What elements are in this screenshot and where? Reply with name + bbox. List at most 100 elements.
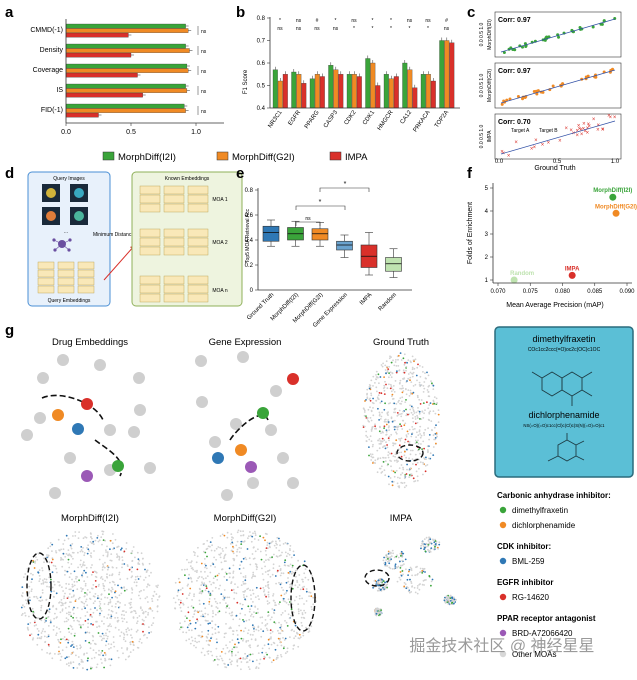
umap-point <box>365 430 368 433</box>
umap-point <box>70 662 72 665</box>
cell-nucleus <box>46 211 56 221</box>
umap-point <box>123 550 126 553</box>
umap-point <box>423 548 425 551</box>
umap-point <box>70 547 73 550</box>
umap-point <box>93 570 96 573</box>
umap-point <box>67 596 70 599</box>
umap-point <box>401 570 404 572</box>
umap-point <box>91 564 93 566</box>
umap-point <box>47 556 50 558</box>
umap-point <box>252 592 255 595</box>
data-point: × <box>613 115 617 121</box>
umap-point <box>232 564 235 567</box>
umap-point <box>240 629 243 632</box>
umap-point <box>282 647 285 650</box>
y-tick-label: 0 <box>250 288 254 294</box>
umap-point <box>47 634 50 636</box>
umap-point <box>129 603 132 606</box>
umap-point <box>177 577 180 580</box>
umap-point <box>291 584 294 587</box>
umap-point <box>51 571 54 574</box>
panel-b-y-label: F1 Score <box>243 69 249 94</box>
umap-point <box>449 594 452 597</box>
umap-point <box>187 583 190 586</box>
umap-point <box>218 631 220 634</box>
umap-point <box>131 592 134 594</box>
umap-point <box>265 627 268 630</box>
umap-point <box>385 584 387 586</box>
umap-point <box>192 616 194 618</box>
umap-point <box>242 530 245 533</box>
umap-point <box>414 418 417 420</box>
subplot-y-label: MorphDiff(I2I) <box>487 19 493 50</box>
umap-point <box>233 591 236 594</box>
query-images-label: Query Images <box>53 176 85 182</box>
umap-point <box>302 588 305 591</box>
category-label: Random <box>378 292 398 312</box>
subplot-y-ticks: 0.0 0.5 1.0 <box>479 124 485 148</box>
subplot-y-label: IMPA <box>487 130 493 143</box>
umap-point <box>207 653 210 655</box>
umap-point <box>147 613 149 616</box>
umap-point <box>390 376 393 379</box>
umap-point <box>249 615 252 617</box>
umap-point <box>425 542 428 545</box>
umap-point <box>303 572 306 575</box>
umap-point <box>142 630 144 633</box>
umap-point <box>384 581 386 584</box>
umap-point <box>82 588 84 590</box>
umap-point <box>24 614 27 617</box>
umap-point <box>213 598 216 600</box>
umap-point <box>186 597 188 600</box>
umap-point <box>72 609 74 611</box>
umap-point <box>242 576 245 578</box>
umap-point <box>400 387 403 390</box>
umap-point <box>228 576 231 579</box>
data-point: × <box>533 145 537 151</box>
umap-point <box>200 610 203 612</box>
umap-point <box>403 353 406 356</box>
umap-point <box>407 586 409 589</box>
umap-point <box>230 538 233 541</box>
umap-point <box>71 628 74 630</box>
umap-point <box>285 621 288 624</box>
umap-point <box>76 580 78 583</box>
umap-point <box>90 566 92 569</box>
umap-point <box>97 594 99 597</box>
box-Random <box>385 257 402 272</box>
umap-point <box>372 414 375 417</box>
umap-point <box>55 550 57 552</box>
umap-point <box>279 583 282 586</box>
umap-point <box>390 469 393 472</box>
umap-point <box>384 364 387 367</box>
umap-point <box>399 477 401 479</box>
umap-point <box>280 655 283 658</box>
umap-point <box>204 607 207 610</box>
umap-point <box>86 668 89 671</box>
sig-top: * <box>372 18 374 24</box>
umap-point <box>400 574 403 577</box>
umap-point <box>226 596 229 599</box>
umap-point <box>415 470 418 473</box>
umap-point <box>392 470 395 473</box>
umap-point <box>80 587 82 589</box>
umap-point <box>249 589 252 592</box>
umap-point <box>207 590 210 593</box>
umap-point <box>376 471 379 474</box>
umap-point <box>398 399 400 402</box>
umap-point <box>113 645 116 648</box>
embedding-cell <box>163 185 185 195</box>
embedding-cell <box>139 228 161 238</box>
umap-point <box>421 570 424 572</box>
umap-point <box>399 560 401 563</box>
umap-point <box>43 561 45 564</box>
umap-point <box>434 545 436 548</box>
y-tick-label: 0.6 <box>245 213 254 219</box>
umap-point <box>252 634 254 636</box>
umap-point <box>256 611 259 614</box>
umap-point <box>280 623 283 626</box>
umap-point <box>305 590 308 593</box>
umap-point <box>420 434 423 437</box>
umap-point <box>181 568 183 571</box>
umap-point <box>302 634 305 637</box>
